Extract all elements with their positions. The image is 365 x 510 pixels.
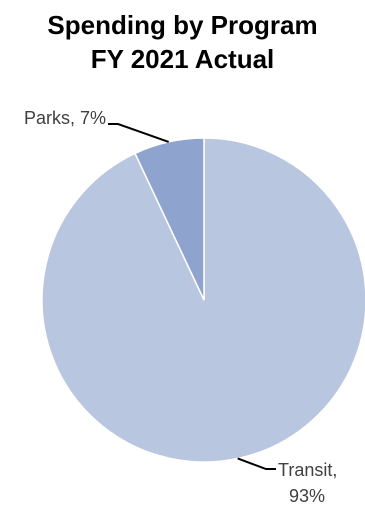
data-label-transit: Transit,: [278, 460, 337, 480]
data-label-transit-value: 93%: [289, 486, 325, 506]
chart-title: Spending by Program: [47, 10, 318, 40]
data-labels: Transit, 93% Parks, 7%: [24, 108, 337, 506]
leader-line-parks: [108, 123, 169, 143]
leader-line-transit: [237, 457, 276, 470]
pie-slice-parks: [134, 137, 205, 301]
chart-title-block: Spending by Program FY 2021 Actual: [0, 8, 365, 76]
pie-slices: [41, 137, 365, 463]
chart-subtitle: FY 2021 Actual: [90, 44, 275, 74]
leader-lines: [108, 123, 276, 470]
data-label-parks: Parks, 7%: [24, 108, 106, 128]
